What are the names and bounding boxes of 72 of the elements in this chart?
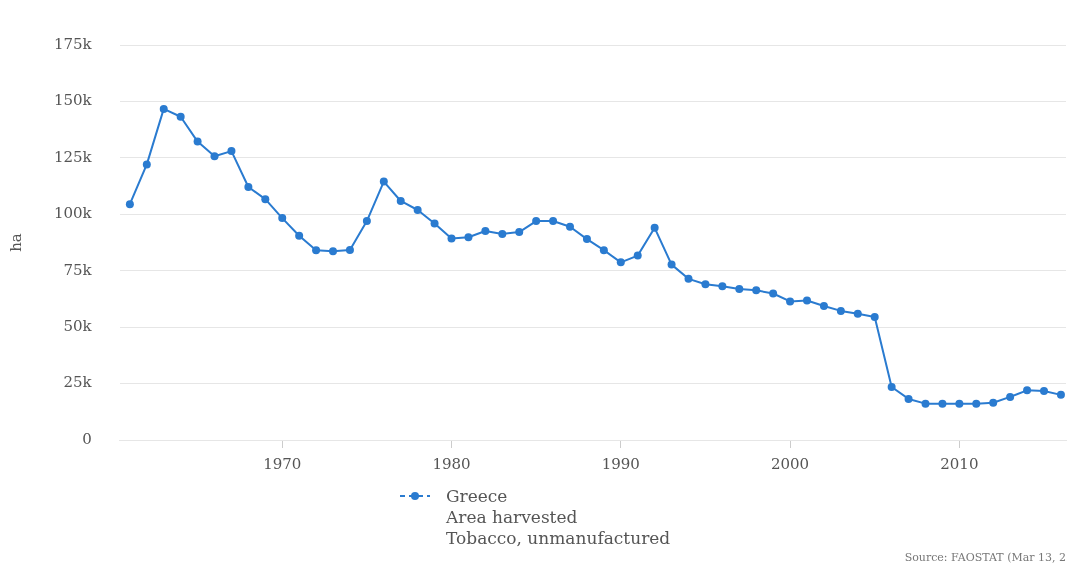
point	[532, 217, 541, 226]
point	[853, 309, 862, 318]
point	[786, 297, 795, 306]
y-tick-label: 0	[82, 429, 92, 448]
source-note: Source: FAOSTAT (Mar 13, 2	[903, 551, 1066, 564]
point	[904, 394, 913, 403]
point	[413, 206, 422, 214]
y-tick-label: 50k	[63, 317, 93, 336]
point	[430, 219, 439, 228]
point	[566, 222, 575, 231]
x-tick-label: 1980	[432, 454, 471, 473]
point	[227, 147, 236, 156]
point	[1039, 387, 1048, 396]
point	[650, 223, 659, 232]
point	[193, 137, 202, 146]
point	[125, 200, 134, 209]
point	[549, 217, 558, 226]
point	[955, 399, 964, 408]
point	[972, 399, 981, 408]
point	[329, 247, 338, 256]
point	[244, 182, 253, 191]
point	[667, 260, 676, 269]
point	[752, 286, 761, 295]
point	[803, 296, 811, 305]
point	[938, 399, 947, 408]
point	[176, 112, 185, 121]
point	[989, 398, 998, 407]
point	[159, 104, 168, 113]
point	[836, 306, 845, 315]
point	[633, 251, 642, 260]
point	[1056, 390, 1065, 399]
y-tick-label: 25k	[63, 373, 93, 392]
point	[261, 195, 270, 204]
x-tick-label: 1990	[601, 454, 640, 473]
point	[447, 234, 456, 243]
point	[142, 160, 151, 169]
point	[819, 301, 828, 310]
point	[887, 382, 896, 391]
point	[616, 258, 625, 267]
point	[464, 233, 473, 242]
point	[684, 274, 693, 283]
point	[1023, 386, 1032, 395]
y-tick-label: 75k	[63, 260, 93, 279]
point	[701, 280, 710, 289]
point	[735, 285, 744, 293]
point	[582, 235, 591, 244]
point	[921, 399, 930, 408]
point	[295, 231, 304, 240]
point	[599, 246, 608, 255]
point	[870, 312, 879, 321]
point	[1006, 392, 1015, 401]
point	[515, 228, 524, 237]
point	[362, 217, 371, 226]
y-tick-label: 150k	[53, 91, 93, 110]
point	[278, 214, 287, 223]
point	[345, 245, 354, 254]
y-axis-title: ha	[6, 233, 25, 252]
point	[769, 289, 778, 298]
y-tick-label: 125k	[53, 147, 93, 166]
point	[396, 196, 405, 205]
y-tick-label: 100k	[53, 204, 93, 223]
point	[210, 152, 219, 161]
y-tick-label: 175k	[53, 34, 93, 53]
x-tick-label: 2000	[770, 454, 810, 473]
point	[718, 282, 727, 291]
legend-label: Greece Area harvested Tobacco, unmanufactured	[446, 486, 671, 549]
point	[481, 226, 490, 235]
x-tick-label: 2010	[940, 454, 979, 473]
point	[498, 229, 507, 238]
point	[312, 246, 321, 255]
point	[379, 177, 388, 186]
x-tick-label: 1970	[263, 454, 302, 473]
